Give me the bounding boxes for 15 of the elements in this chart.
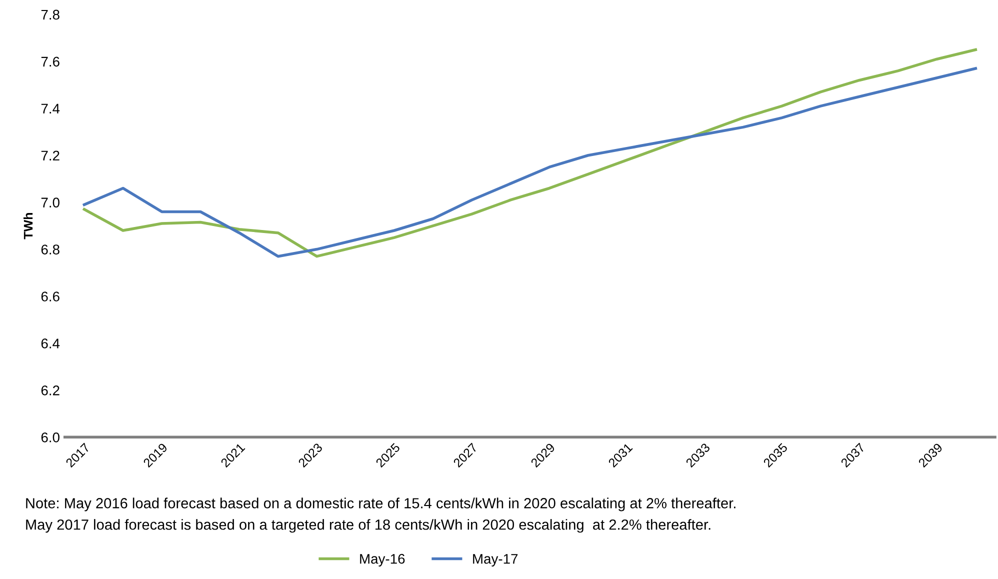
y-tick-label: 7.4 — [41, 104, 60, 114]
y-tick-label: 7.8 — [41, 10, 60, 20]
y-axis-title: TWh — [23, 213, 33, 240]
text: May 2017 load forecast is based on a targeted rate of 18 cents/kWh in 2020 escalating at 2.2% thereafter. — [26, 519, 710, 533]
text: Note: May 2016 load forecast based on a domestic rate of 15.4 cents/kWh in 2020 escalating at 2% thereafter. — [26, 498, 736, 512]
y-tick-label: 7.6 — [41, 56, 60, 67]
y-tick-label: 6.6 — [41, 292, 60, 302]
y-tick-label: 7.2 — [41, 150, 60, 160]
y-tick-label: 6.0 — [41, 432, 60, 442]
y-tick-label: 6.4 — [41, 338, 60, 348]
y-tick-label: 6.8 — [41, 244, 60, 254]
legend-label: May-17 — [473, 554, 518, 566]
legend-label: May-16 — [360, 554, 405, 566]
y-tick-label: 6.2 — [41, 386, 60, 396]
y-tick-label: 7.0 — [41, 198, 60, 208]
